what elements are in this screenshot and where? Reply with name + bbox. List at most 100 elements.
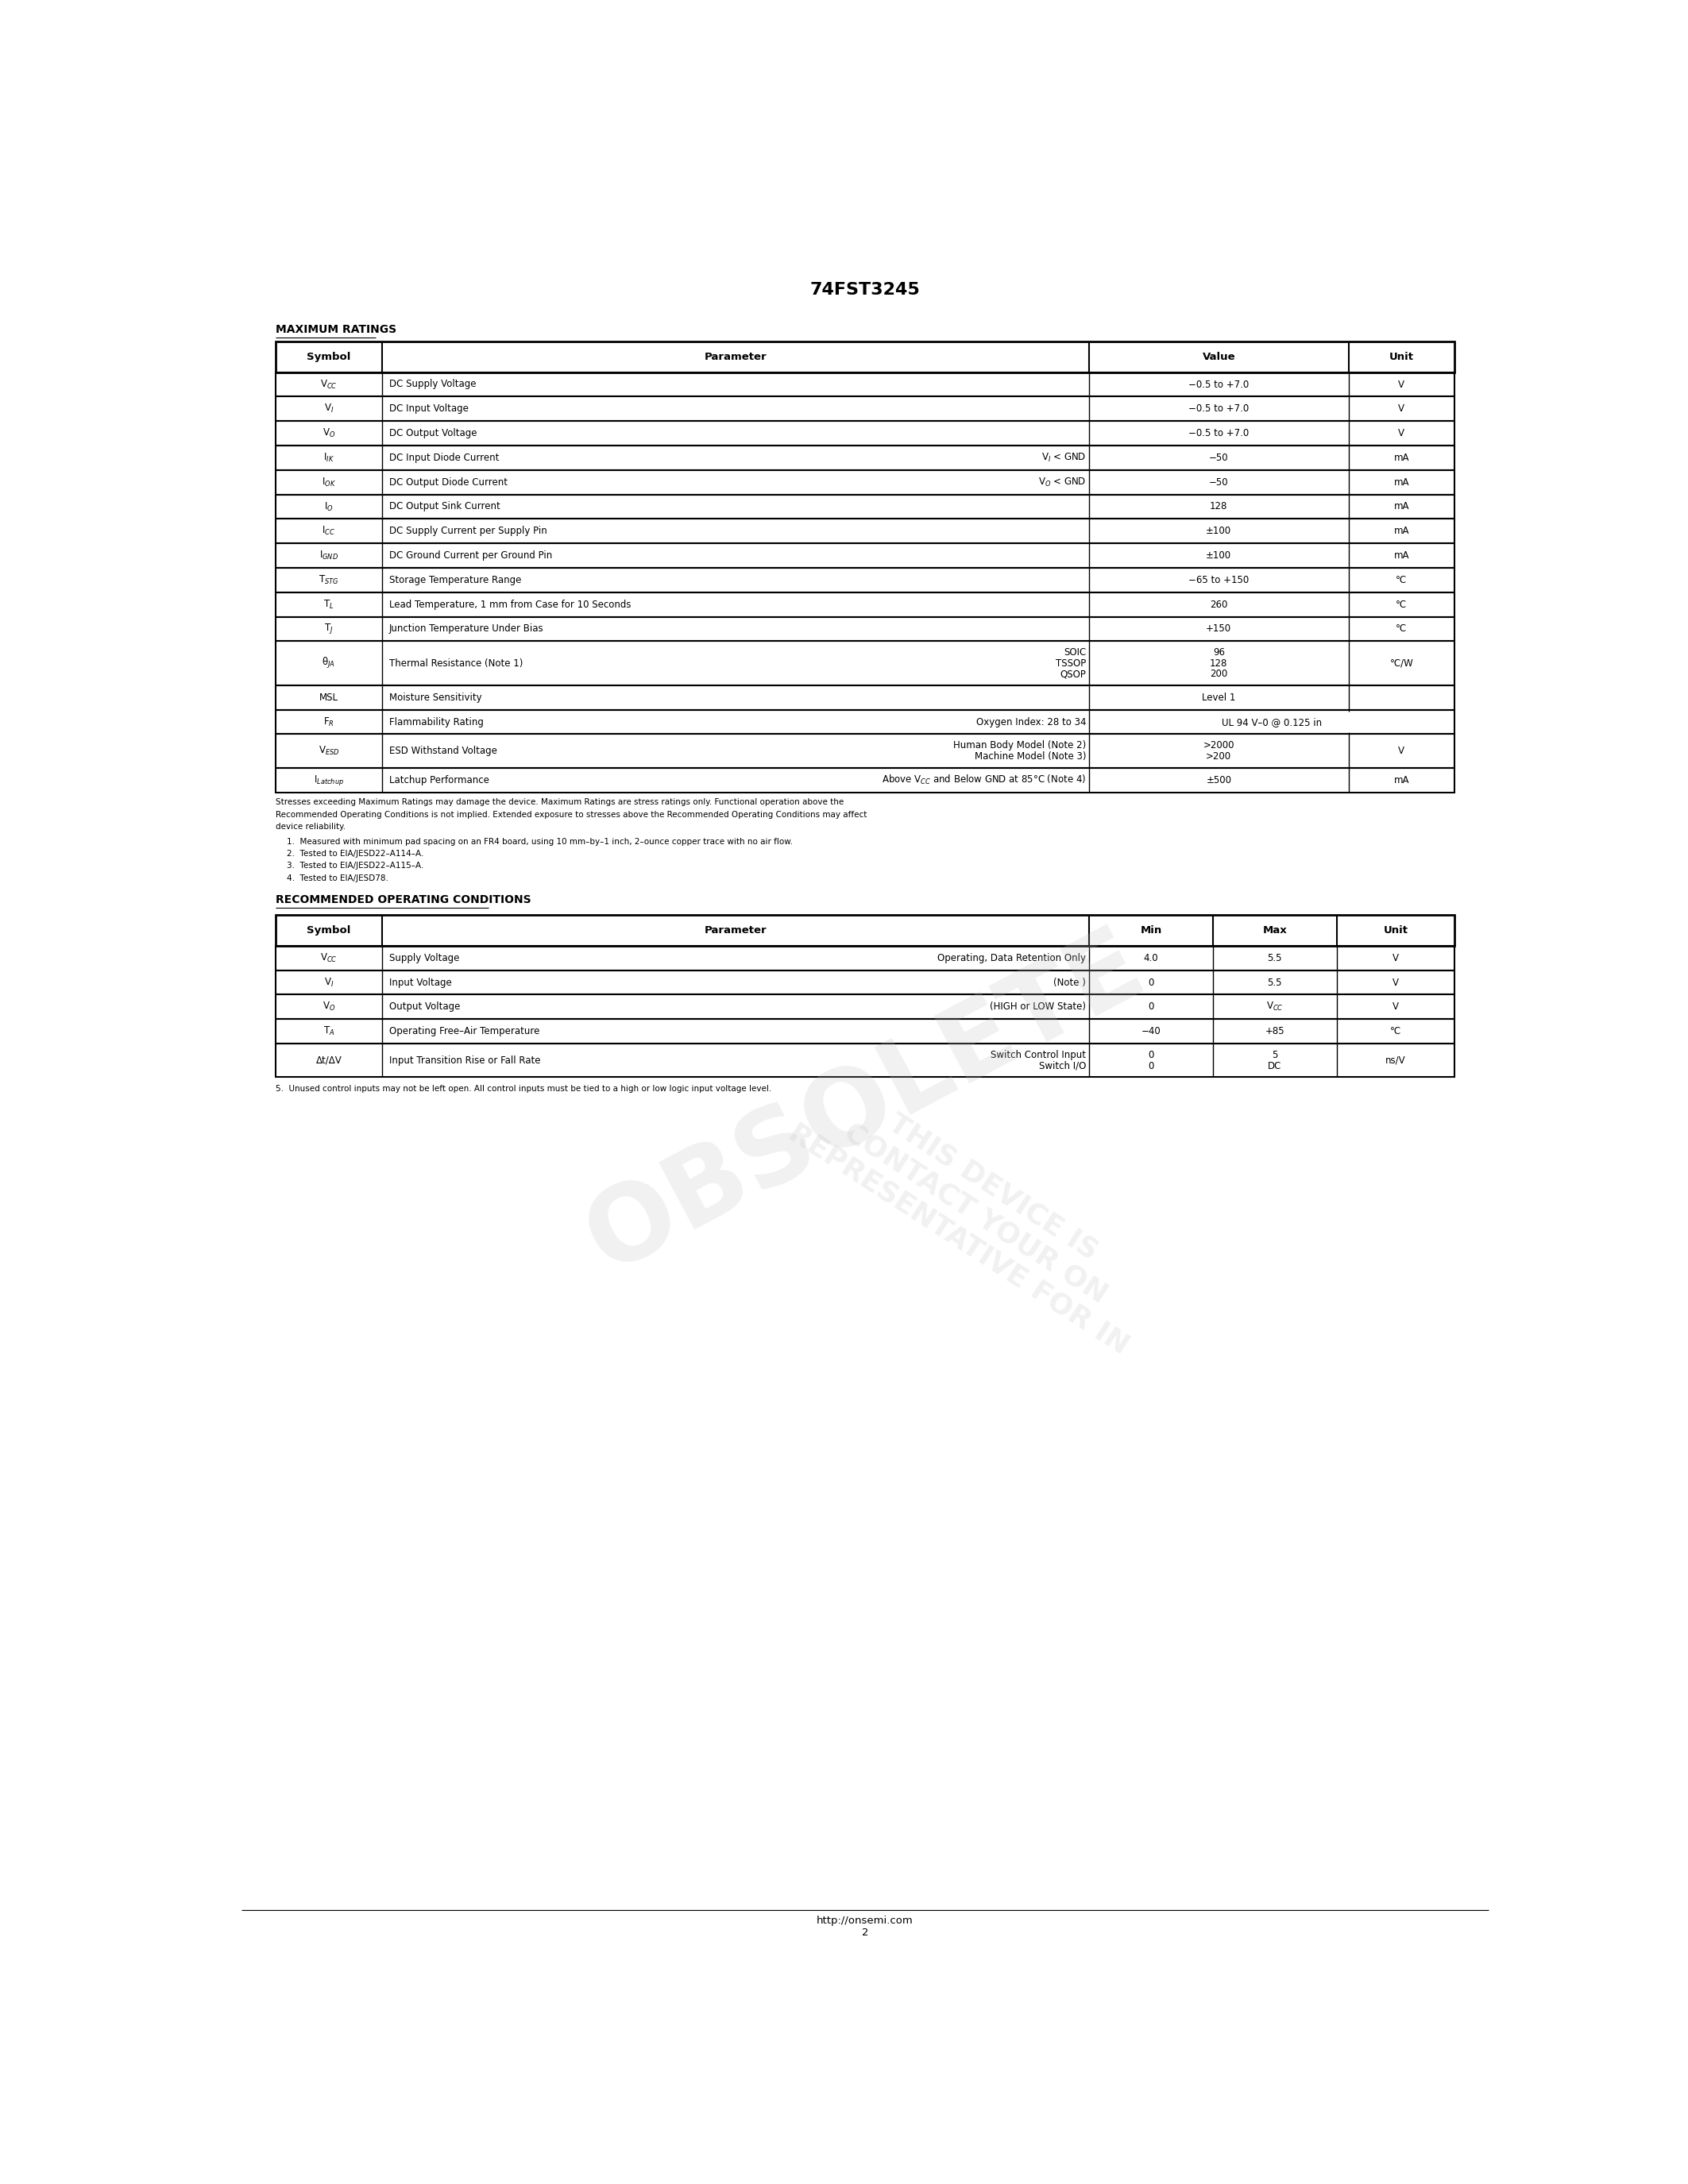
Text: °C: °C <box>1389 1026 1401 1037</box>
Bar <box>275 341 1455 371</box>
Text: 4.0: 4.0 <box>1143 952 1158 963</box>
Text: I$_{GND}$: I$_{GND}$ <box>319 550 338 561</box>
Text: Max: Max <box>1263 926 1286 935</box>
Bar <box>275 1044 1455 1077</box>
Bar <box>275 371 1455 397</box>
Text: 200: 200 <box>1210 668 1227 679</box>
Text: (HIGH or LOW State): (HIGH or LOW State) <box>989 1002 1085 1011</box>
Text: OBSOLETE: OBSOLETE <box>571 913 1160 1293</box>
Text: Symbol: Symbol <box>307 352 351 363</box>
Text: DC: DC <box>1268 1061 1281 1070</box>
Text: mA: mA <box>1394 502 1409 511</box>
Text: Human Body Model (Note 2): Human Body Model (Note 2) <box>954 740 1085 751</box>
Text: Junction Temperature Under Bias: Junction Temperature Under Bias <box>390 625 544 633</box>
Text: MAXIMUM RATINGS: MAXIMUM RATINGS <box>275 323 397 334</box>
Bar <box>275 686 1455 710</box>
Text: V$_{I}$ < GND: V$_{I}$ < GND <box>1041 452 1085 463</box>
Text: 0: 0 <box>1148 1061 1155 1070</box>
Text: Flammability Rating: Flammability Rating <box>390 716 483 727</box>
Text: ns/V: ns/V <box>1386 1055 1406 1066</box>
Text: I$_{CC}$: I$_{CC}$ <box>322 524 336 537</box>
Text: V: V <box>1398 745 1404 756</box>
Text: °C: °C <box>1396 625 1408 633</box>
Text: Latchup Performance: Latchup Performance <box>390 775 490 786</box>
Text: mA: mA <box>1394 550 1409 561</box>
Text: 96: 96 <box>1212 646 1225 657</box>
Text: Input Voltage: Input Voltage <box>390 976 452 987</box>
Text: −65 to +150: −65 to +150 <box>1188 574 1249 585</box>
Bar <box>275 769 1455 793</box>
Bar <box>275 734 1455 769</box>
Text: DC Ground Current per Ground Pin: DC Ground Current per Ground Pin <box>390 550 552 561</box>
Text: TSSOP: TSSOP <box>1055 657 1085 668</box>
Text: 260: 260 <box>1210 598 1227 609</box>
Text: UL 94 V–0 @ 0.125 in: UL 94 V–0 @ 0.125 in <box>1222 716 1322 727</box>
Text: Min: Min <box>1139 926 1161 935</box>
Text: V: V <box>1393 952 1399 963</box>
Text: °C: °C <box>1396 598 1408 609</box>
Text: Above V$_{CC}$ and Below GND at 85°C (Note 4): Above V$_{CC}$ and Below GND at 85°C (No… <box>881 773 1085 786</box>
Bar <box>275 494 1455 520</box>
Text: Input Transition Rise or Fall Rate: Input Transition Rise or Fall Rate <box>390 1055 540 1066</box>
Text: Unit: Unit <box>1382 926 1408 935</box>
Text: 74FST3245: 74FST3245 <box>810 282 920 297</box>
Text: Operating, Data Retention Only: Operating, Data Retention Only <box>937 952 1085 963</box>
Bar <box>275 616 1455 642</box>
Text: °C: °C <box>1396 574 1408 585</box>
Bar <box>275 1020 1455 1044</box>
Text: Operating Free–Air Temperature: Operating Free–Air Temperature <box>390 1026 540 1037</box>
Text: 128: 128 <box>1210 657 1227 668</box>
Text: Supply Voltage: Supply Voltage <box>390 952 459 963</box>
Text: Symbol: Symbol <box>307 926 351 935</box>
Text: DC Output Diode Current: DC Output Diode Current <box>390 476 508 487</box>
Text: −40: −40 <box>1141 1026 1161 1037</box>
Text: ±500: ±500 <box>1205 775 1232 786</box>
Text: device reliability.: device reliability. <box>275 823 346 830</box>
Text: θ$_{JA}$: θ$_{JA}$ <box>322 655 336 670</box>
Text: V$_{O}$ < GND: V$_{O}$ < GND <box>1038 476 1085 489</box>
Text: >200: >200 <box>1205 751 1232 762</box>
Text: I$_{Latchup}$: I$_{Latchup}$ <box>314 773 344 786</box>
Text: 0: 0 <box>1148 1002 1155 1011</box>
Text: Unit: Unit <box>1389 352 1415 363</box>
Text: 128: 128 <box>1210 502 1227 511</box>
Text: −0.5 to +7.0: −0.5 to +7.0 <box>1188 404 1249 415</box>
Text: Parameter: Parameter <box>704 926 766 935</box>
Text: DC Supply Voltage: DC Supply Voltage <box>390 380 476 389</box>
Text: 5: 5 <box>1271 1051 1278 1059</box>
Text: Oxygen Index: 28 to 34: Oxygen Index: 28 to 34 <box>976 716 1085 727</box>
Text: V: V <box>1393 976 1399 987</box>
Text: http://onsemi.com: http://onsemi.com <box>817 1915 913 1926</box>
Bar <box>275 994 1455 1020</box>
Bar <box>275 422 1455 446</box>
Text: Switch Control Input: Switch Control Input <box>991 1051 1085 1059</box>
Text: T$_{STG}$: T$_{STG}$ <box>319 574 339 585</box>
Text: V$_{I}$: V$_{I}$ <box>324 976 334 989</box>
Text: F$_{R}$: F$_{R}$ <box>322 716 334 727</box>
Text: V: V <box>1398 428 1404 439</box>
Text: V$_{O}$: V$_{O}$ <box>322 428 336 439</box>
Bar <box>275 946 1455 970</box>
Text: Δt/ΔV: Δt/ΔV <box>316 1055 341 1066</box>
Text: T$_{J}$: T$_{J}$ <box>324 622 333 636</box>
Bar <box>275 544 1455 568</box>
Text: T$_{A}$: T$_{A}$ <box>322 1024 334 1037</box>
Text: 5.5: 5.5 <box>1268 952 1283 963</box>
Text: SOIC: SOIC <box>1063 646 1085 657</box>
Text: +85: +85 <box>1264 1026 1285 1037</box>
Bar <box>275 568 1455 592</box>
Text: mA: mA <box>1394 526 1409 537</box>
Text: DC Supply Current per Supply Pin: DC Supply Current per Supply Pin <box>390 526 547 537</box>
Text: V$_{O}$: V$_{O}$ <box>322 1000 336 1013</box>
Text: °C/W: °C/W <box>1389 657 1413 668</box>
Text: Value: Value <box>1202 352 1236 363</box>
Text: Storage Temperature Range: Storage Temperature Range <box>390 574 522 585</box>
Text: 1.  Measured with minimum pad spacing on an FR4 board, using 10 mm–by–1 inch, 2–: 1. Measured with minimum pad spacing on … <box>287 836 793 845</box>
Text: ±100: ±100 <box>1205 526 1232 537</box>
Text: I$_{O}$: I$_{O}$ <box>324 500 333 513</box>
Text: MSL: MSL <box>319 692 338 703</box>
Text: V$_{CC}$: V$_{CC}$ <box>1266 1000 1283 1013</box>
Text: Moisture Sensitivity: Moisture Sensitivity <box>390 692 481 703</box>
Bar <box>275 446 1455 470</box>
Text: 0: 0 <box>1148 976 1155 987</box>
